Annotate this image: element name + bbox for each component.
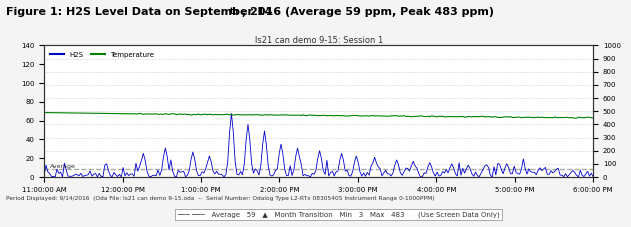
Text: ─── ───   Average   59   ▲   Month Transition   Min   3   Max   483      (Use Sc: ─── ─── Average 59 ▲ Month Transition Mi…: [177, 211, 499, 218]
Text: Average: Average: [50, 164, 76, 169]
Text: Figure 1: H2S Level Data on September 14: Figure 1: H2S Level Data on September 14: [6, 7, 273, 17]
Text: , 2016 (Average 59 ppm, Peak 483 ppm): , 2016 (Average 59 ppm, Peak 483 ppm): [242, 7, 493, 17]
Legend: H2S, Temperature: H2S, Temperature: [48, 49, 157, 60]
Text: th: th: [230, 7, 239, 16]
Text: Period Displayed: 9/14/2016  (Oda File: ls21 can demo 9-15.oda  --  Serial Numbe: Period Displayed: 9/14/2016 (Oda File: l…: [6, 196, 435, 201]
Title: ls21 can demo 9-15: Session 1: ls21 can demo 9-15: Session 1: [254, 36, 383, 45]
